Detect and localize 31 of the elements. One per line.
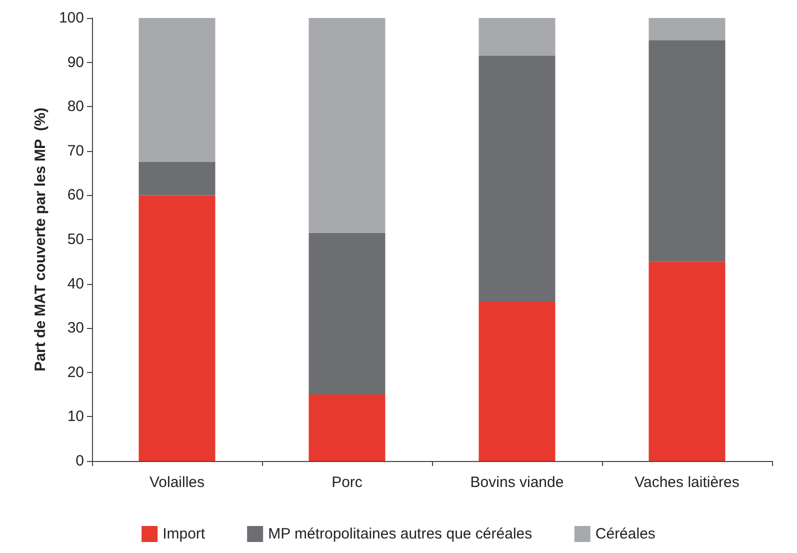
bar — [648, 18, 726, 40]
bar — [478, 56, 556, 302]
bar — [308, 18, 386, 233]
bar — [478, 18, 556, 56]
y-tick-label: 40 — [67, 275, 84, 292]
bar — [478, 302, 556, 461]
y-tick-label: 50 — [67, 231, 84, 248]
y-tick-label: 70 — [67, 142, 84, 160]
bar — [138, 18, 216, 162]
x-tick-label: Porc — [332, 474, 363, 491]
y-tick-label: 10 — [67, 408, 84, 426]
legend-label: Import — [162, 526, 206, 542]
bar — [138, 195, 216, 461]
bar — [648, 262, 726, 461]
y-tick-label: 100 — [58, 10, 84, 26]
legend-label: MP métropolitaines autres que céréales — [268, 526, 532, 542]
bar — [308, 394, 386, 461]
y-axis-title: Part de MAT couverte par les MP (%) — [32, 108, 50, 372]
y-tick-label: 0 — [76, 452, 84, 470]
bar — [308, 232, 386, 395]
y-tick-label: 60 — [67, 186, 84, 204]
y-tick-label: 80 — [67, 98, 84, 116]
bar — [138, 162, 216, 196]
x-tick-label: Vaches laitières — [634, 474, 740, 491]
x-tick-label: Volailles — [149, 474, 205, 491]
y-tick-label: 20 — [67, 364, 84, 381]
legend-label: Céréales — [595, 526, 656, 542]
y-tick-label: 90 — [67, 54, 84, 71]
bar — [648, 40, 726, 262]
x-tick-label: Bovins viande — [470, 474, 564, 491]
y-tick-label: 30 — [67, 320, 84, 337]
